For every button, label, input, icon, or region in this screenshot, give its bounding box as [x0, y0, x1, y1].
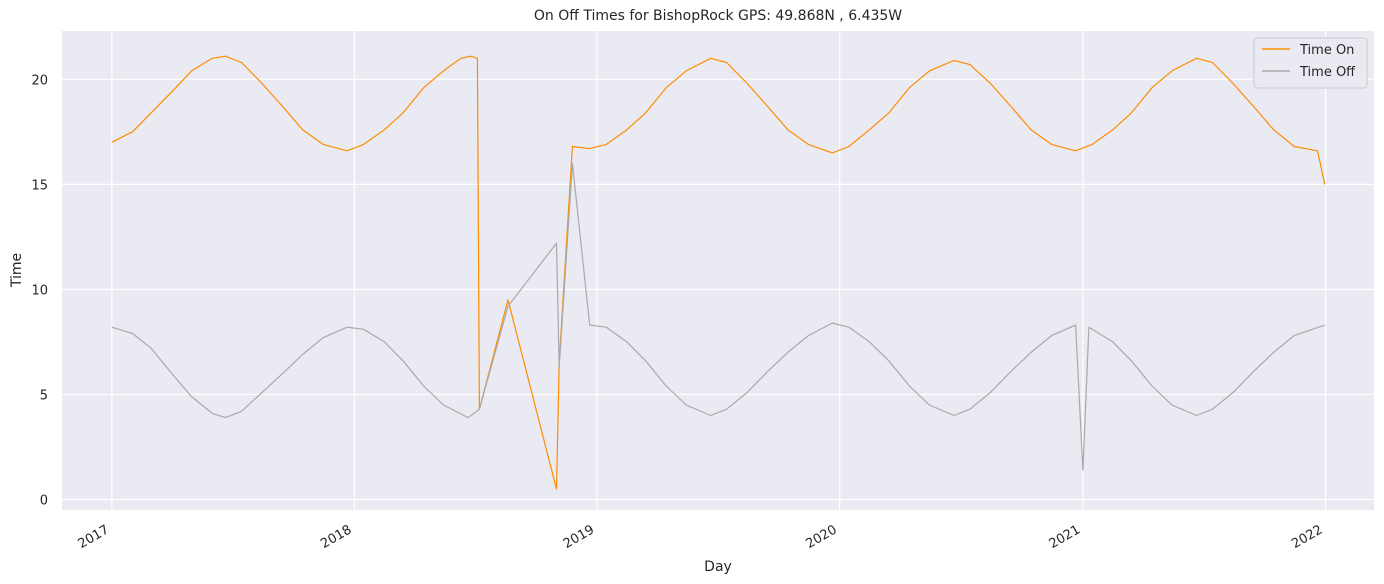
x-tick-label: 2017 — [76, 522, 112, 552]
legend-box — [1253, 37, 1368, 89]
x-tick-label: 2020 — [803, 522, 839, 552]
series-line-time-off — [111, 162, 1325, 471]
x-tick-label: 2021 — [1047, 522, 1083, 552]
y-tick-label: 10 — [31, 283, 48, 298]
x-axis-label: Day — [704, 559, 732, 575]
y-tick-label: 15 — [31, 178, 48, 193]
y-tick-label: 20 — [31, 73, 48, 88]
series-line-time-on — [111, 55, 1326, 490]
legend-label-time-off: Time Off — [1299, 65, 1356, 80]
plot-area — [62, 31, 1374, 510]
y-axis-label: Time — [9, 253, 25, 288]
x-ticks: 2017 2018 2019 2020 2021 2022 — [76, 522, 1326, 552]
y-tick-label: 0 — [40, 493, 48, 508]
y-tick-label: 5 — [40, 388, 48, 403]
legend-label-time-on: Time On — [1299, 43, 1354, 58]
grid — [62, 31, 1374, 510]
x-tick-label: 2018 — [318, 522, 354, 552]
x-tick-label: 2022 — [1289, 522, 1325, 552]
chart-title: On Off Times for BishopRock GPS: 49.868N… — [534, 8, 902, 24]
y-ticks: 0 5 10 15 20 — [31, 73, 48, 508]
legend: Time On Time Off — [1253, 37, 1368, 89]
series-group — [111, 55, 1326, 490]
x-tick-label: 2019 — [561, 522, 597, 552]
